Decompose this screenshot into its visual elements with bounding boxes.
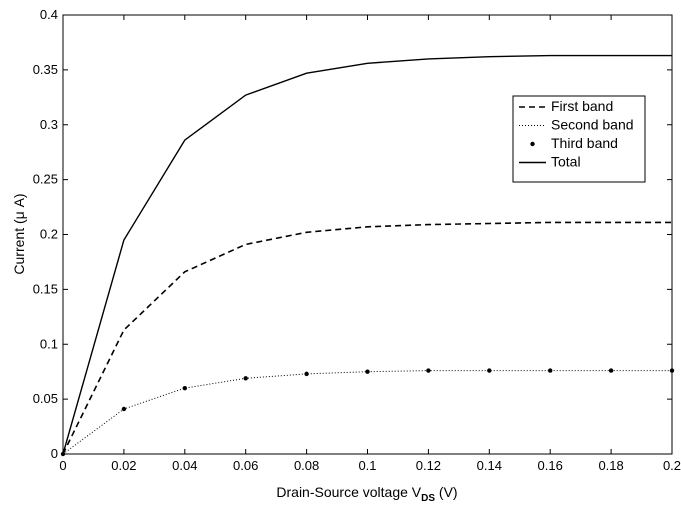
x-tick-label: 0.08 [294, 458, 319, 473]
series-group [60, 54, 675, 457]
ticks: 0 0.02 0.04 0.06 0.08 0.1 0.12 0.14 0.16 0.18 0.2 0… [33, 7, 681, 473]
legend-label-first-band: First band [551, 98, 613, 114]
x-axis-label-subscript: DS [421, 493, 435, 504]
x-axis-label: Drain-Source voltage VDS (V) [276, 484, 457, 504]
y-axis-label: Current (μ A) [11, 193, 27, 274]
series-third-band-point [487, 368, 492, 373]
y-tick-label: 0.2 [40, 227, 58, 242]
series-third-band-point [365, 369, 370, 374]
y-tick-label: 0.3 [40, 117, 58, 132]
legend-label-third-band: Third band [551, 135, 618, 151]
x-tick-label: 0.06 [233, 458, 258, 473]
y-tick-label: 0.15 [33, 281, 58, 296]
legend-marker-third-band [530, 141, 535, 147]
series-third-band-point [426, 368, 431, 373]
legend: First band Second band Third band Total [512, 95, 646, 183]
x-tick-label: 0 [59, 458, 66, 473]
x-tick-label: 0.04 [172, 458, 197, 473]
series-third-band-point [608, 368, 614, 373]
series-first-band-line [62, 221, 672, 455]
y-tick-label: 0 [51, 446, 58, 461]
series-third-band-point [304, 371, 309, 377]
series-total-line [62, 54, 672, 455]
x-tick-label: 0.1 [358, 458, 376, 473]
y-tick-label: 0.4 [40, 7, 58, 22]
series-third-band-point [121, 406, 127, 412]
y-tick-label: 0.25 [33, 172, 58, 187]
x-tick-label: 0.16 [538, 458, 563, 473]
series-third-band-point [669, 368, 675, 373]
x-tick-label: 0.2 [663, 458, 681, 473]
plot-area [62, 14, 673, 455]
y-tick-label: 0.35 [33, 62, 58, 77]
legend-box [512, 95, 646, 183]
y-tick-label: 0.1 [40, 336, 58, 351]
x-tick-label: 0.12 [416, 458, 441, 473]
x-tick-label: 0.14 [477, 458, 502, 473]
x-tick-label: 0.02 [111, 458, 136, 473]
x-axis-label-unit: (V) [435, 484, 458, 500]
series-third-band-point [243, 376, 248, 381]
x-tick-label: 0.18 [598, 458, 623, 473]
series-third-band-point [182, 385, 187, 391]
y-tick-label: 0.05 [33, 391, 58, 406]
legend-label-second-band: Second band [551, 117, 634, 133]
legend-label-total: Total [551, 154, 581, 170]
series-third-band-point [548, 368, 553, 373]
